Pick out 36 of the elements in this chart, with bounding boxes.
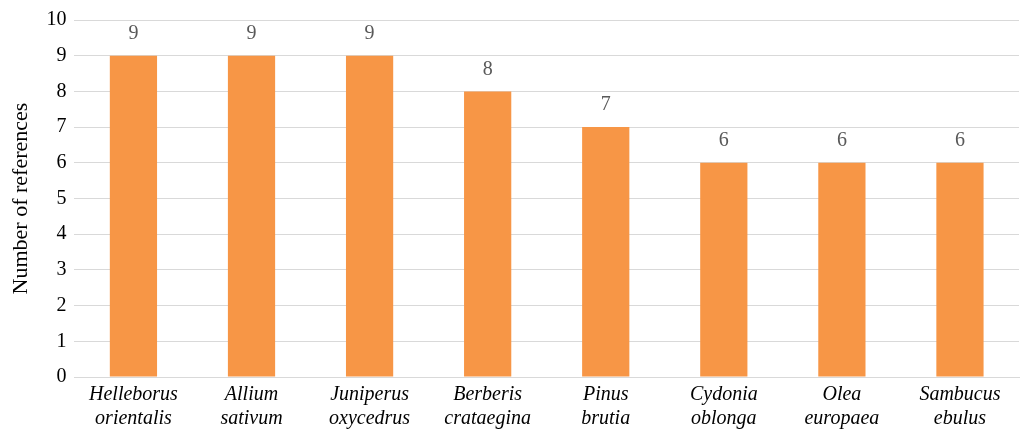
- data-label: 9: [364, 20, 375, 43]
- data-label: 9: [246, 20, 257, 43]
- x-tick-label: Sambucus ebulus: [919, 382, 1001, 429]
- x-tick-label: Cydonia oblonga: [689, 382, 758, 430]
- y-tick-label: 1: [56, 328, 67, 351]
- x-tick-label: Helleborus orientalis: [87, 382, 179, 429]
- bar: [700, 162, 748, 377]
- y-tick-label: 0: [56, 364, 67, 387]
- y-tick-label: 6: [56, 150, 67, 173]
- data-label: 6: [718, 128, 729, 151]
- bar: [582, 127, 630, 377]
- bar: [345, 55, 394, 377]
- x-tick-label: Juniperus oxycedrus: [329, 382, 411, 430]
- y-tick-label: 9: [56, 42, 67, 65]
- data-label: 7: [600, 92, 611, 115]
- y-tick-label: 2: [56, 292, 67, 315]
- x-tick-label: Berberis crataegina: [444, 382, 531, 430]
- x-tick-label: Pinus brutia: [581, 382, 631, 429]
- y-tick-label: 10: [46, 7, 67, 30]
- bar: [464, 91, 512, 377]
- x-tick-label: Olea europaea: [804, 382, 880, 430]
- y-tick-label: 7: [56, 114, 67, 137]
- bar: [109, 55, 158, 377]
- bar: [818, 162, 866, 377]
- data-label: 9: [128, 20, 139, 43]
- bar: [227, 55, 276, 377]
- y-axis-title: Number of references: [6, 102, 32, 295]
- y-tick-label: 4: [56, 221, 67, 244]
- y-tick-label: 3: [56, 257, 67, 280]
- y-tick-label: 8: [56, 78, 67, 101]
- data-label: 8: [482, 56, 493, 79]
- bar: [936, 162, 984, 377]
- y-tick-label: 5: [56, 185, 67, 208]
- x-tick-label: Allium sativum: [220, 382, 283, 429]
- data-label: 6: [836, 128, 847, 151]
- data-label: 6: [954, 128, 965, 151]
